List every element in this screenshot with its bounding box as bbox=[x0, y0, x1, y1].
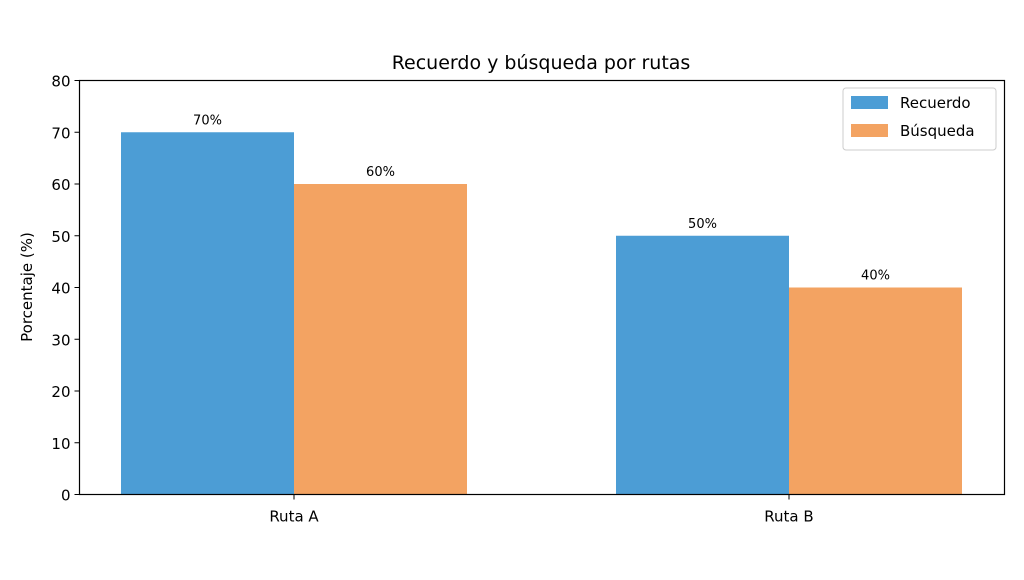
legend-swatch bbox=[851, 124, 888, 137]
y-tick-label: 0 bbox=[61, 487, 71, 505]
y-tick-label: 40 bbox=[51, 280, 70, 298]
legend: Recuerdo Búsqueda bbox=[842, 87, 997, 151]
bar-búsqueda-1 bbox=[789, 287, 962, 495]
legend-label: Búsqueda bbox=[900, 122, 975, 140]
y-tick-label: 30 bbox=[51, 331, 70, 349]
bar-búsqueda-0 bbox=[294, 184, 467, 495]
y-tick-label: 70 bbox=[51, 124, 70, 142]
y-tick-label: 50 bbox=[51, 228, 70, 246]
data-label: 40% bbox=[861, 269, 890, 284]
y-tick-label: 10 bbox=[51, 435, 70, 453]
y-axis-label: Porcentaje (%) bbox=[18, 232, 36, 342]
legend-swatch bbox=[851, 96, 888, 109]
x-tick-label: Ruta A bbox=[269, 508, 319, 526]
y-tick-label: 60 bbox=[51, 176, 70, 194]
bar-recuerdo-0 bbox=[121, 132, 294, 495]
data-label: 50% bbox=[688, 217, 717, 232]
legend-label: Recuerdo bbox=[900, 94, 971, 112]
bar-recuerdo-1 bbox=[616, 235, 789, 495]
x-tick-label: Ruta B bbox=[764, 508, 813, 526]
plot-frame bbox=[78, 79, 1006, 496]
chart-title: Recuerdo y búsqueda por rutas bbox=[392, 52, 691, 74]
y-tick-label: 20 bbox=[51, 383, 70, 401]
data-label: 60% bbox=[366, 165, 395, 180]
y-tick-label: 80 bbox=[51, 73, 70, 91]
data-label: 70% bbox=[193, 113, 222, 128]
